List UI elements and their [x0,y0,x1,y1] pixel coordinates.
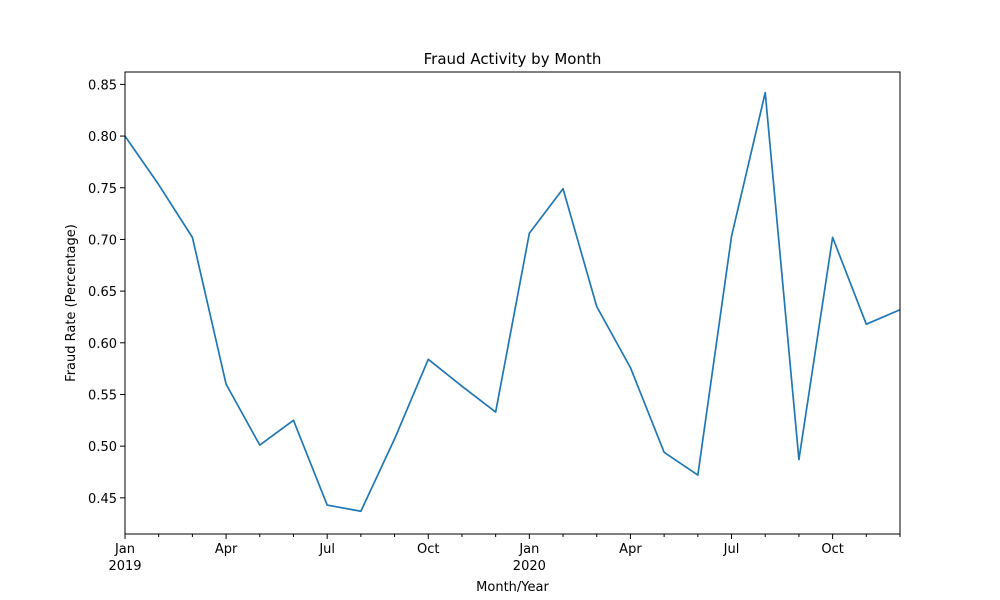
x-tick-label: Apr [215,542,238,557]
x-tick-label: Jan [114,542,135,557]
y-tick-label: 0.50 [88,440,117,455]
y-tick-label: 0.60 [88,337,117,352]
chart-title: Fraud Activity by Month [424,50,602,68]
series-line [124,91,901,513]
x-tick-year-label: 2019 [108,559,141,574]
x-tick-year-label: 2020 [513,559,546,574]
series-layer [124,91,901,513]
x-tick-label: Jul [318,542,335,557]
x-tick-label: Jan [518,542,539,557]
y-tick-label: 0.65 [88,285,117,300]
y-tick-label: 0.75 [88,182,117,197]
y-tick-label: 0.45 [88,492,117,507]
y-tick-label: 0.85 [88,78,117,93]
x-axis-label: Month/Year [476,580,549,595]
y-axis-label: Fraud Rate (Percentage) [64,224,79,382]
y-tick-label: 0.80 [88,130,117,145]
y-tick-label: 0.55 [88,388,117,403]
y-tick-label: 0.70 [88,233,117,248]
plot-area-frame [124,71,901,535]
x-tick-label: Jul [723,542,740,557]
x-tick-label: Oct [417,542,439,557]
x-tick-label: Oct [821,542,843,557]
x-tick-label: Apr [619,542,642,557]
ticks-layer: 0.45 0.50 0.55 0.60 0.65 0.70 0.75 0.80 0.85 Jan 2… [88,78,901,574]
